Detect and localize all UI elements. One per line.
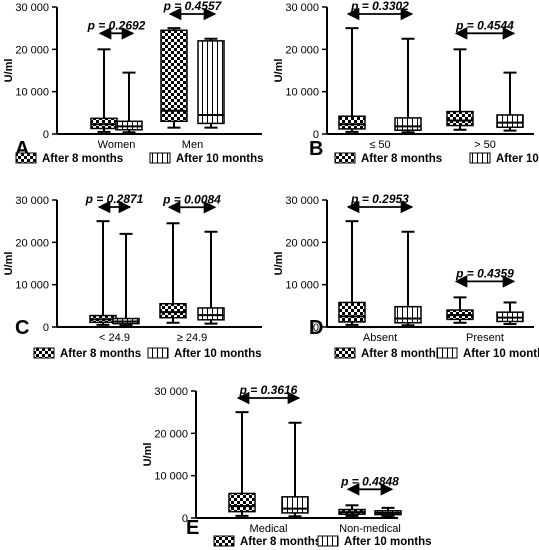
y-tick-label: 0 (182, 513, 188, 525)
p-value-label: p = 0.4557 (163, 0, 223, 13)
legend-swatch (469, 152, 491, 164)
y-tick-label: 20 000 (285, 44, 319, 56)
y-axis-label: U/ml (273, 59, 285, 83)
box-after-10-months (394, 117, 422, 131)
category-label: ≥ 24.9 (177, 332, 208, 344)
y-tick-label: 0 (313, 129, 319, 141)
p-value-label: p = 0.4359 (455, 266, 514, 280)
y-axis-label: U/ml (3, 252, 15, 276)
box-after-10-months (197, 40, 225, 125)
panel-a: 0 10 000 20 000 30 000 U/ml Women p = 0.2692 Me… (3, 0, 264, 165)
y-tick-label: 10 000 (15, 87, 49, 99)
legend-swatch (147, 347, 169, 359)
category-label: Present (466, 332, 504, 344)
y-tick-label: 20 000 (154, 428, 188, 440)
legend-label: After 8 months (42, 153, 123, 165)
y-tick-label: 20 000 (15, 44, 49, 56)
box-after-8-months (228, 492, 256, 513)
legend-label: After 10 months (496, 153, 539, 165)
panel-b: 0 10 000 20 000 30 000 U/ml ≤ 50 p = 0.3302 > 5… (273, 0, 539, 165)
p-value-label: p = 0.2871 (85, 192, 144, 206)
legend-label: After 10 months (463, 348, 539, 360)
legend-swatch (334, 347, 356, 359)
legend-label: After 8 months (240, 536, 321, 548)
category-label: ≤ 50 (369, 139, 390, 151)
y-tick-label: 20 000 (15, 237, 49, 249)
y-tick-label: 10 000 (154, 471, 188, 483)
y-tick-label: 10 000 (15, 280, 49, 292)
legend-swatch (213, 535, 235, 547)
p-value-label: p = 0.2953 (350, 192, 409, 206)
box-after-8-months (160, 29, 188, 123)
y-tick-label: 30 000 (15, 2, 49, 14)
box-after-10-months (394, 305, 422, 324)
legend-swatch (33, 347, 55, 359)
y-tick-label: 30 000 (285, 2, 319, 14)
category-label: > 50 (474, 139, 496, 151)
box-after-10-months (496, 114, 524, 128)
panel-d: 0 10 000 20 000 30 000 U/ml Absent p = 0.2953 P… (273, 192, 539, 360)
legend-label: After 8 months (361, 348, 442, 360)
p-value-label: p = 0.3616 (239, 383, 298, 397)
p-value-label: p = 0.4544 (455, 18, 514, 32)
panel-label: E (186, 517, 199, 539)
y-tick-label: 20 000 (285, 237, 319, 249)
y-tick-label: 30 000 (285, 195, 319, 207)
y-axis-label: U/ml (3, 59, 15, 83)
category-label: < 24.9 (99, 332, 130, 344)
panel-e: 0 10 000 20 000 30 000 U/ml Medical p = 0.3616… (142, 383, 432, 548)
legend-label: After 8 months (60, 348, 141, 360)
legend-label: After 10 months (176, 153, 264, 165)
legend-swatch (15, 152, 37, 164)
y-tick-label: 10 000 (285, 87, 319, 99)
legend-label: After 8 months (361, 153, 442, 165)
y-tick-label: 30 000 (154, 386, 188, 398)
box-after-8-months (159, 302, 187, 319)
p-value-label: p = 0.3302 (350, 0, 409, 13)
legend-label: After 10 months (174, 348, 262, 360)
box-after-10-months (281, 496, 309, 514)
legend-swatch (317, 535, 339, 547)
y-axis-label: U/ml (273, 252, 285, 276)
category-label: Women (98, 139, 136, 151)
y-tick-label: 10 000 (285, 280, 319, 292)
p-value-label: p = 0.4848 (340, 474, 399, 488)
p-value-label: p = 0.2692 (87, 18, 146, 32)
y-tick-label: 30 000 (15, 195, 49, 207)
legend-swatch (334, 152, 356, 164)
box-after-8-months (338, 115, 366, 130)
panel-label: C (15, 317, 29, 339)
y-axis-label: U/ml (142, 443, 154, 467)
category-label: Medical (250, 523, 288, 535)
y-tick-label: 0 (313, 322, 319, 334)
box-after-8-months (446, 110, 474, 127)
panel-label: B (309, 138, 323, 160)
legend-swatch (149, 152, 171, 164)
legend-label: After 10 months (344, 536, 432, 548)
legend-swatch (436, 347, 458, 359)
category-label: Absent (363, 332, 397, 344)
p-value-label: p = 0.0084 (162, 192, 221, 206)
box-after-8-months (338, 301, 366, 323)
y-tick-label: 0 (43, 322, 49, 334)
box-after-10-months (197, 307, 225, 321)
panel-label: D (309, 317, 323, 339)
category-label: Men (182, 139, 203, 151)
y-tick-label: 0 (43, 129, 49, 141)
panel-c: 0 10 000 20 000 30 000 U/ml < 24.9 p = 0.2871 ≥… (3, 192, 262, 360)
category-label: Non-medical (339, 523, 401, 535)
